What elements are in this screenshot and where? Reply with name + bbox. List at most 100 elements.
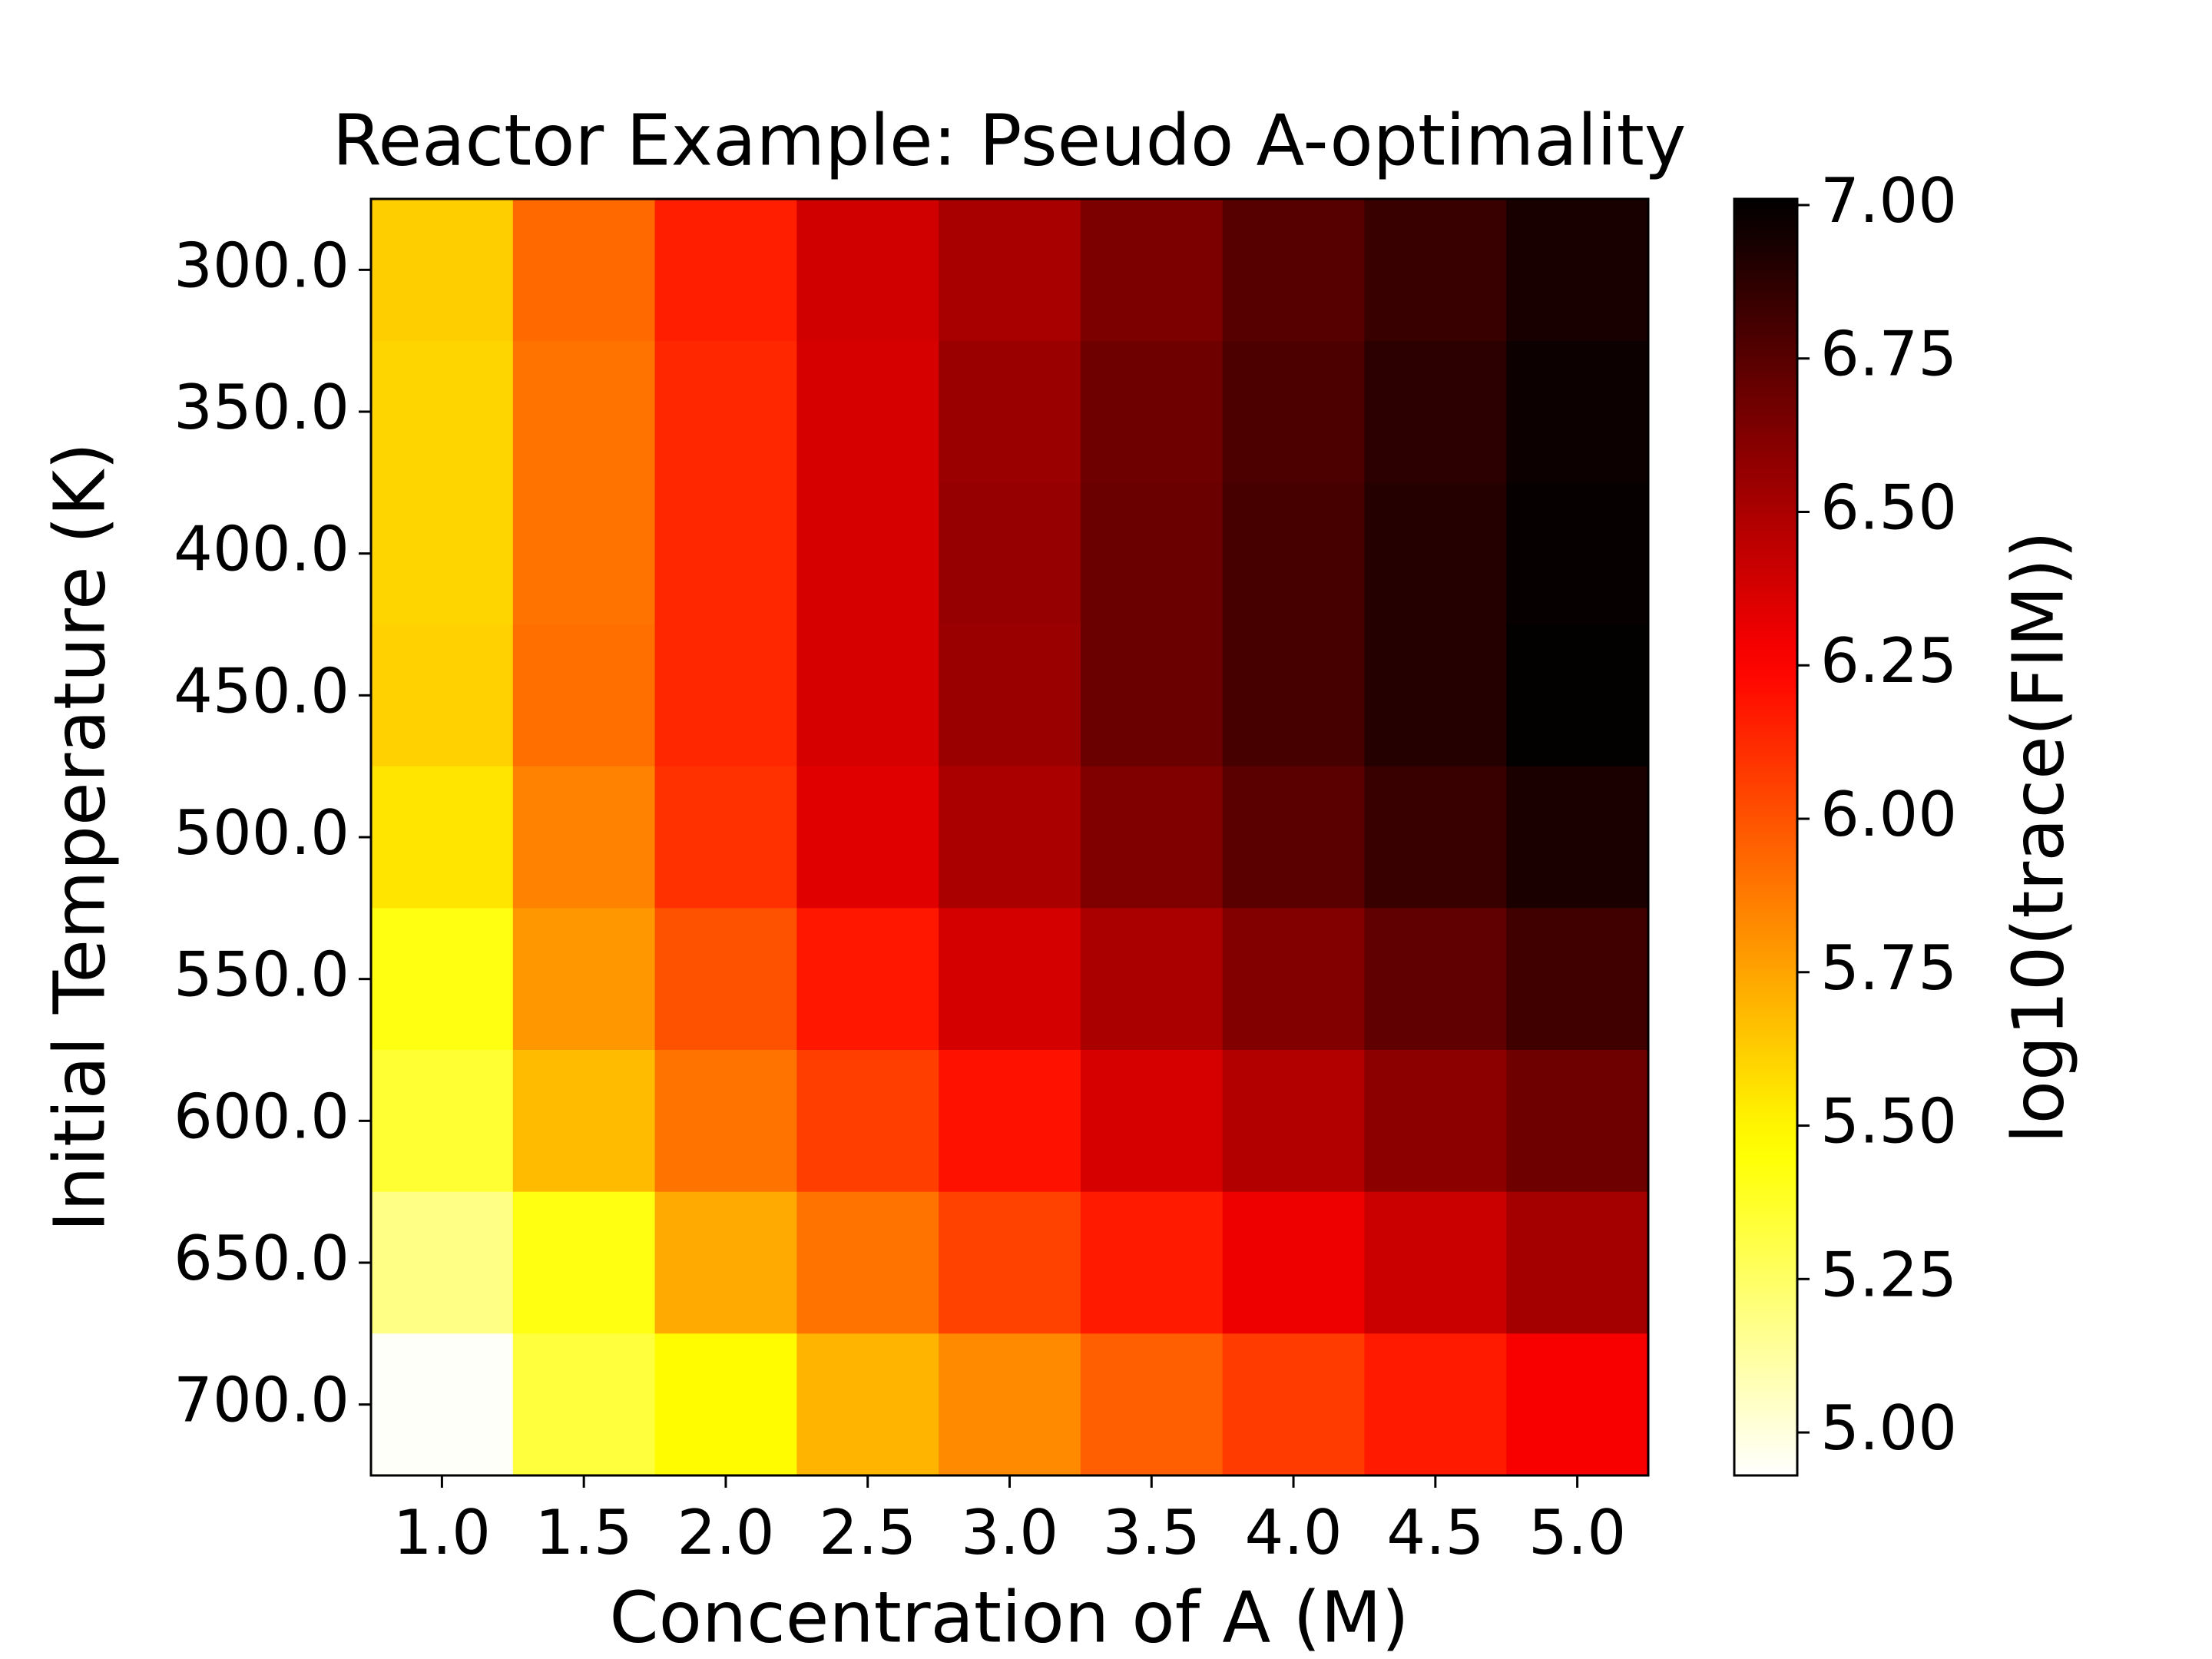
heatmap-cell <box>371 1050 514 1193</box>
heatmap-cell <box>1506 1050 1649 1193</box>
heatmap-cell <box>1506 908 1649 1051</box>
heatmap-cell <box>796 199 939 342</box>
heatmap-cell <box>512 199 656 342</box>
heatmap-cell <box>939 340 1081 483</box>
heatmap-cell <box>512 1333 656 1476</box>
heatmap-cell <box>1364 624 1507 767</box>
y-tick-label: 300.0 <box>174 230 349 301</box>
heatmap-cell <box>939 766 1081 909</box>
colorbar-tick-label: 5.25 <box>1820 1239 1957 1310</box>
heatmap-cell <box>1506 766 1649 909</box>
heatmap-cell <box>1364 1191 1507 1334</box>
heatmap-cell <box>1506 1191 1649 1334</box>
colorbar-tick-label: 5.75 <box>1820 932 1957 1004</box>
heatmap-cell <box>939 624 1081 767</box>
colorbar-label: log10(trace(FIM)) <box>1997 531 2079 1144</box>
heatmap-cell <box>654 482 797 625</box>
heatmap-cell <box>1506 482 1649 625</box>
heatmap-cell <box>796 1333 939 1476</box>
x-tick-label: 2.0 <box>677 1497 774 1568</box>
heatmap-cell <box>1222 482 1366 625</box>
heatmap-cell <box>1080 199 1224 342</box>
heatmap-cell <box>512 624 656 767</box>
heatmap-cell <box>1506 624 1649 767</box>
colorbar-tick-label: 5.50 <box>1820 1086 1957 1157</box>
heatmap-cell <box>1080 766 1224 909</box>
y-tick-label: 350.0 <box>174 372 349 443</box>
heatmap-cell <box>512 766 656 909</box>
colorbar-tick-label: 6.25 <box>1820 625 1957 697</box>
colorbar <box>1733 197 1799 1477</box>
heatmap-cell <box>1080 624 1224 767</box>
heatmap-cell <box>939 1191 1081 1334</box>
y-tick-label: 600.0 <box>174 1081 349 1152</box>
heatmap-cell <box>654 340 797 483</box>
colorbar-tick-label: 6.50 <box>1820 472 1957 543</box>
heatmap-cell <box>1364 199 1507 342</box>
heatmap-cell <box>796 1050 939 1193</box>
heatmap-cell <box>512 908 656 1051</box>
heatmap-cell <box>1364 482 1507 625</box>
heatmap-cell <box>654 1191 797 1334</box>
x-tick-label: 4.0 <box>1244 1497 1342 1568</box>
heatmap-cell <box>1222 766 1366 909</box>
heatmap-cell <box>371 1191 514 1334</box>
heatmap-cell <box>1222 199 1366 342</box>
x-tick-label: 1.5 <box>535 1497 633 1568</box>
chart-title: Reactor Example: Pseudo A-optimality <box>333 99 1687 181</box>
heatmap-cell <box>371 1333 514 1476</box>
heatmap-cell <box>1222 1050 1366 1193</box>
heatmap-cell <box>1364 1333 1507 1476</box>
heatmap-cell <box>939 199 1081 342</box>
heatmap-cell <box>939 482 1081 625</box>
heatmap-cell <box>1080 1333 1224 1476</box>
heatmap-cell <box>939 1050 1081 1193</box>
x-tick-label: 2.5 <box>819 1497 916 1568</box>
heatmap-cell <box>1364 340 1507 483</box>
heatmap-cell <box>654 1050 797 1193</box>
x-tick-label: 3.0 <box>961 1497 1058 1568</box>
heatmap-cell <box>654 1333 797 1476</box>
heatmap-cell <box>1080 1050 1224 1193</box>
heatmap-cell <box>512 1191 656 1334</box>
heatmap-cell <box>1080 908 1224 1051</box>
heatmap-cell <box>371 908 514 1051</box>
y-tick-label: 550.0 <box>174 939 349 1011</box>
heatmap-cell <box>1506 1333 1649 1476</box>
heatmap-cell <box>1080 482 1224 625</box>
heatmap-cell <box>939 908 1081 1051</box>
heatmap-cell <box>1364 908 1507 1051</box>
y-tick-label: 650.0 <box>174 1223 349 1294</box>
x-tick-label: 1.0 <box>393 1497 491 1568</box>
y-tick-label: 400.0 <box>174 514 349 585</box>
x-tick-label: 3.5 <box>1103 1497 1200 1568</box>
colorbar-tick-label: 6.75 <box>1820 319 1957 390</box>
heatmap-cell <box>654 908 797 1051</box>
heatmap-cell <box>1364 1050 1507 1193</box>
heatmap-cell <box>371 199 514 342</box>
heatmap-cell <box>1222 340 1366 483</box>
heatmap-cell <box>371 340 514 483</box>
heatmap-cell <box>1222 1333 1366 1476</box>
y-axis-label: Initial Temperature (K) <box>38 442 121 1232</box>
y-tick-label: 700.0 <box>174 1365 349 1436</box>
heatmap-cell <box>512 1050 656 1193</box>
heatmap-cell <box>796 766 939 909</box>
heatmap-cell <box>796 482 939 625</box>
heatmap-cell <box>796 340 939 483</box>
heatmap-cell <box>371 482 514 625</box>
colorbar-tick-label: 5.00 <box>1820 1392 1957 1464</box>
x-tick-label: 4.5 <box>1386 1497 1484 1568</box>
heatmap-cell <box>1222 908 1366 1051</box>
heatmap-cell <box>654 624 797 767</box>
heatmap-cell <box>1506 199 1649 342</box>
y-tick-label: 450.0 <box>174 655 349 727</box>
heatmap-cell <box>1080 340 1224 483</box>
heatmap-cell <box>1222 1191 1366 1334</box>
heatmap-cell <box>939 1333 1081 1476</box>
heatmap-cell <box>654 199 797 342</box>
heatmap-cell <box>1080 1191 1224 1334</box>
heatmap-cell <box>371 624 514 767</box>
colorbar-tick-label: 6.00 <box>1820 779 1957 850</box>
